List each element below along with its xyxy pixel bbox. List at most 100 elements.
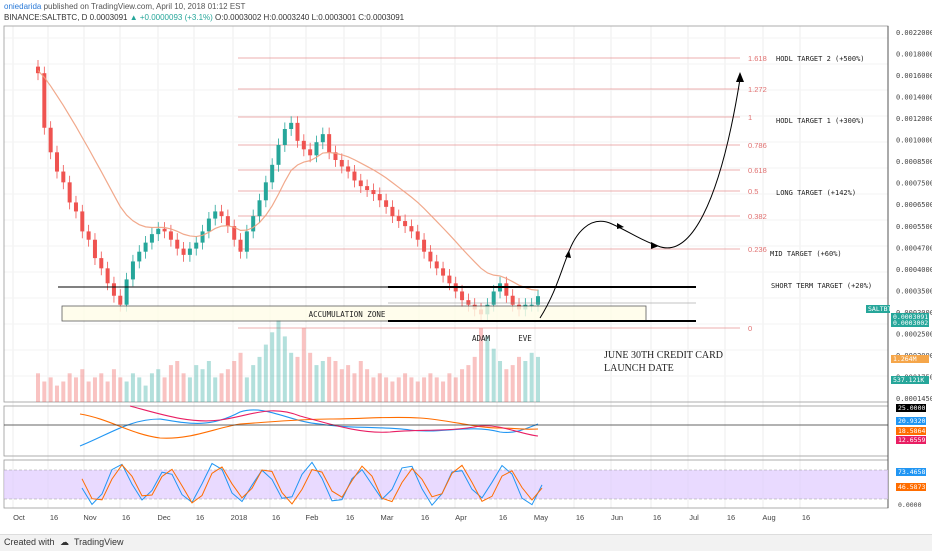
price-value: 0.0003091: [89, 13, 128, 22]
time-axis-label: Jul: [689, 513, 699, 522]
candle-body: [187, 248, 192, 255]
candle-body: [162, 228, 167, 232]
candle-body: [510, 295, 515, 305]
candle-body: [86, 231, 91, 240]
volume-bar: [130, 373, 135, 402]
fib-label: 1.618: [748, 54, 767, 63]
volume-bar: [295, 356, 300, 402]
time-axis-label: 16: [421, 513, 429, 522]
annotations: HODL TARGET 2 (+500%) HODL TARGET 1 (+300…: [58, 55, 872, 374]
trading-chart[interactable]: 1.618 1.272 1 0.786 0.618 0.5 0.382 0.236 0 HODL…: [0, 24, 932, 534]
volume-bar: [403, 373, 408, 402]
time-axis-label: 16: [653, 513, 661, 522]
accumulation-zone-box: [61, 305, 647, 322]
volume-bar: [232, 361, 237, 402]
time-axis-label: Oct: [13, 513, 26, 522]
volume-bar: [206, 361, 211, 402]
time-axis-label: 16: [196, 513, 204, 522]
stoch-d-line: [81, 463, 543, 505]
time-axis-label: Aug: [762, 513, 775, 522]
volume-bar: [276, 320, 281, 402]
ema-line: [37, 70, 539, 291]
volume-bar: [143, 385, 148, 402]
tradingview-brand[interactable]: TradingView: [74, 537, 124, 547]
volume-bar: [219, 373, 224, 402]
price-axis-tick: 0.0003000: [896, 309, 932, 317]
volume-bar: [371, 377, 376, 402]
volume-bar: [358, 361, 363, 402]
adam-label: ADAM: [472, 334, 491, 343]
candle-body: [54, 152, 59, 172]
target-label: MID TARGET (+60%): [770, 250, 842, 258]
volume-bar: [54, 385, 59, 402]
time-axis-label: Feb: [306, 513, 319, 522]
dmi-badge: [896, 436, 926, 444]
note-line-2: LAUNCH DATE: [604, 363, 674, 374]
candle-body: [365, 186, 370, 191]
candle-body: [194, 242, 199, 249]
dmi-line: [129, 405, 539, 437]
volume-bar: [36, 373, 40, 402]
volume-bar: [48, 377, 53, 402]
stoch-k-line: [81, 461, 543, 507]
time-axis-label: Mar: [381, 513, 394, 522]
candle-body: [301, 140, 306, 150]
price-badge-text: 0.0003002: [893, 319, 928, 327]
candle-body: [105, 268, 110, 284]
time-axis-label: 16: [346, 513, 354, 522]
candle-body: [276, 145, 281, 165]
candle-body: [48, 127, 53, 153]
volume-bar: [447, 373, 452, 402]
volume-bar: [314, 365, 319, 402]
volume-bar: [42, 381, 47, 402]
stoch-badge-text: 73.4658: [898, 468, 925, 476]
accumulation-zone-label: ACCUMULATION ZONE: [309, 310, 386, 319]
price-change: ▲ +0.0000093 (+3.1%): [129, 13, 213, 22]
volume-bar: [434, 377, 439, 402]
candle-body: [434, 261, 439, 269]
volume-bar: [67, 373, 72, 402]
time-axis-label: May: [534, 513, 548, 522]
volume-bar: [137, 377, 142, 402]
volume-bar: [282, 336, 287, 402]
volume-bar: [187, 377, 192, 402]
volume-bar: [92, 377, 97, 402]
candle-body: [80, 211, 85, 232]
volume-bar: [124, 381, 129, 402]
volume-bar: [510, 365, 515, 402]
candle-body: [225, 216, 230, 227]
fib-levels: 1.618 1.272 1 0.786 0.618 0.5 0.382 0.236 0: [238, 54, 767, 333]
fib-label: 0.618: [748, 166, 767, 175]
time-axis-label: Jun: [611, 513, 623, 522]
candle-body: [308, 149, 313, 156]
volume-bar: [422, 377, 427, 402]
candle-body: [295, 122, 300, 141]
volume-bar: [339, 369, 344, 402]
volume-bar: [498, 361, 503, 402]
candle-body: [504, 283, 509, 296]
candle-body: [352, 171, 357, 181]
fib-label: 0.236: [748, 245, 767, 254]
candle-body: [491, 291, 496, 305]
price-axis-tick: 0.0004000: [896, 266, 932, 274]
price-axis-tick: 0.0018000: [896, 51, 932, 59]
price-axis-tick: 0.0008500: [896, 158, 932, 166]
author-link[interactable]: oniedarida: [4, 2, 42, 11]
candle-body: [270, 164, 275, 183]
dmi-badge: [896, 427, 926, 435]
volume-bar: [491, 348, 496, 402]
volume-bar: [384, 377, 389, 402]
volume-bar: [390, 381, 395, 402]
time-axis-label: 16: [50, 513, 58, 522]
candle-body: [143, 242, 148, 252]
price-axis-tick: 0.0012000: [896, 115, 932, 123]
fib-label: 1.272: [748, 85, 767, 94]
fib-label: 0.786: [748, 141, 767, 150]
volume-bar: [460, 369, 465, 402]
volume-bar: [346, 365, 351, 402]
projection-arrow-1: [565, 250, 571, 258]
symbol-label: BINANCE:SALTBTC, D: [4, 13, 88, 22]
candle-body: [118, 295, 123, 305]
candle-body: [409, 226, 414, 232]
tradingview-logo-icon[interactable]: ☁: [60, 537, 69, 547]
